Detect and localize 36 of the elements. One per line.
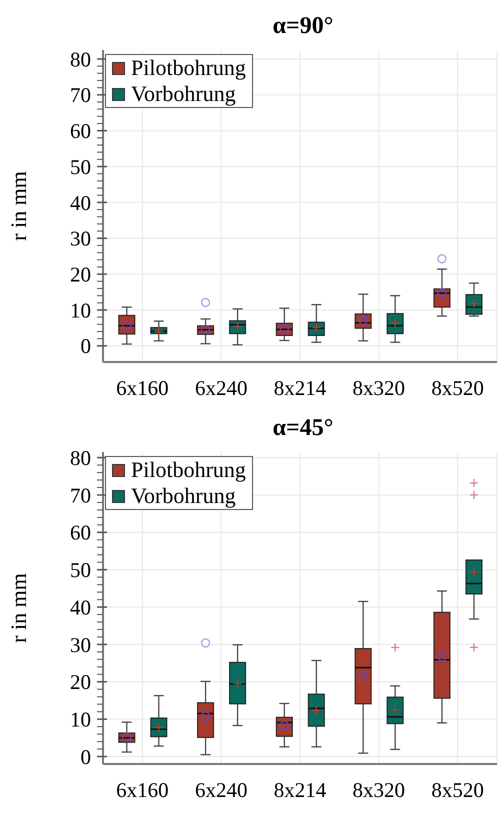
y-tick-label: 80 (70, 446, 91, 470)
x-tick-label: 6x240 (194, 778, 248, 802)
y-tick-label: 60 (70, 520, 91, 545)
x-tick-label: 6x240 (194, 376, 248, 400)
y-tick-label: 60 (70, 119, 91, 144)
legend-label: Pilotbohrung (131, 457, 246, 483)
y-tick-label: 10 (70, 708, 91, 732)
y-tick-label: 30 (70, 226, 91, 251)
x-tick-label: 8x320 (352, 376, 406, 400)
chart-title: α=45° (272, 414, 334, 443)
y-axis-title: r in mm (6, 171, 31, 241)
y-tick-label: 30 (70, 632, 91, 657)
x-tick-label: 8x214 (274, 376, 327, 400)
y-tick-label: 20 (70, 670, 91, 694)
legend-label: Vorbohrung (131, 81, 236, 107)
x-tick-label: 8x520 (431, 778, 484, 802)
x-tick-label: 8x214 (274, 778, 327, 802)
y-tick-label: 80 (70, 47, 91, 72)
y-tick-label: 70 (70, 83, 91, 108)
chart-title: α=90° (272, 12, 334, 41)
x-tick-label: 6x160 (116, 778, 169, 802)
y-tick-label: 0 (80, 334, 91, 358)
legend-label: Vorbohrung (131, 483, 236, 509)
y-tick-label: 20 (70, 262, 91, 286)
y-tick-label: 10 (70, 298, 91, 322)
y-tick-label: 70 (70, 483, 91, 508)
y-axis-title: r in mm (6, 573, 31, 643)
y-tick-label: 0 (80, 744, 91, 769)
y-tick-label: 50 (70, 558, 91, 582)
y-tick-label: 40 (70, 595, 91, 620)
y-tick-label: 40 (70, 190, 91, 215)
legend-label: Pilotbohrung (131, 55, 246, 81)
x-tick-label: 6x160 (116, 376, 169, 400)
x-tick-label: 8x520 (431, 376, 484, 400)
x-tick-label: 8x320 (352, 778, 406, 802)
y-tick-label: 50 (70, 154, 91, 179)
